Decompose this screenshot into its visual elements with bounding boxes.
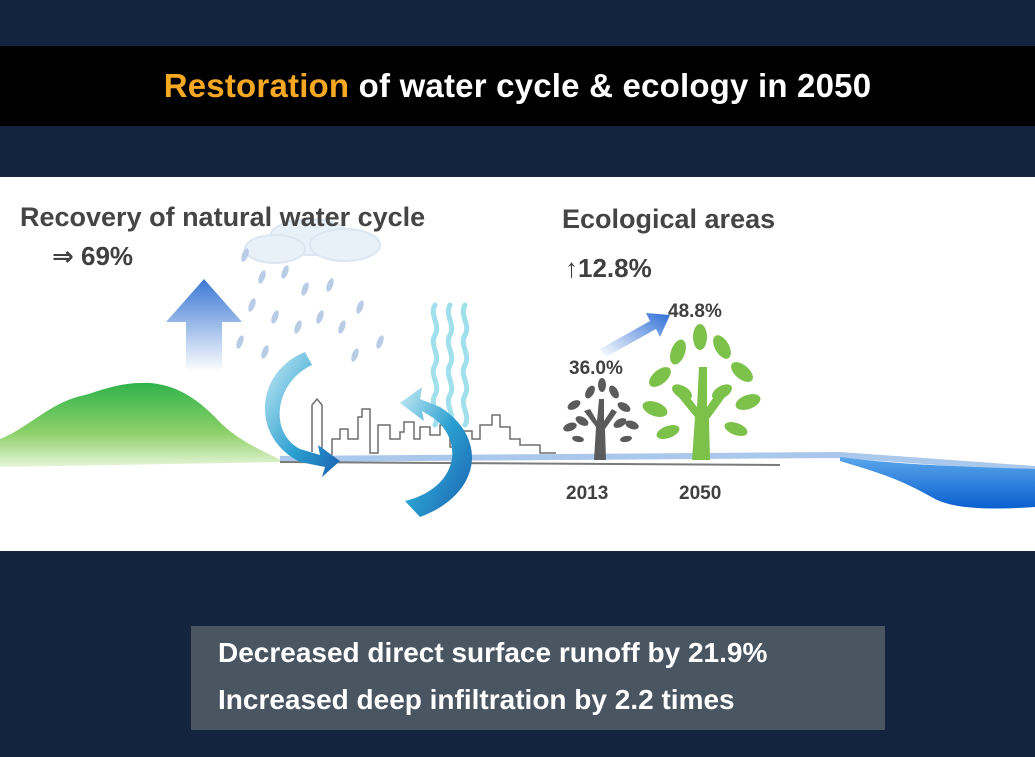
heat-wave-icon	[430, 302, 470, 428]
up-arrow-icon	[166, 279, 242, 372]
river	[840, 457, 1035, 509]
rain-cloud-icon	[244, 218, 381, 264]
large-tree-icon	[642, 324, 761, 460]
title-highlight: Restoration	[163, 67, 350, 104]
green-hill	[0, 382, 285, 467]
before-value: 36.0%	[569, 358, 623, 379]
summary-line-2: Increased deep infiltration by 2.2 times	[218, 684, 735, 715]
title-rest: of water cycle & ecology in 2050	[349, 67, 872, 104]
title-bar: Restoration of water cycle & ecology in …	[0, 46, 1035, 126]
water-cycle-value: ⇒ 69%	[52, 241, 134, 271]
cycle-arrows-icon	[264, 352, 473, 517]
after-year: 2050	[679, 483, 722, 504]
slide-title: Restoration of water cycle & ecology in …	[164, 67, 872, 105]
ecology-label: Ecological areas	[562, 204, 776, 234]
tall-building	[311, 397, 323, 452]
water-cycle-label: Recovery of natural water cycle	[20, 202, 426, 232]
city-skyline	[331, 408, 556, 455]
water-cycle-illustration	[0, 218, 1035, 517]
illustration-panel: Recovery of natural water cycle ⇒ 69% Ec…	[0, 177, 1035, 551]
before-year: 2013	[566, 483, 609, 504]
road-line	[279, 461, 781, 466]
after-value: 48.8%	[668, 301, 722, 322]
raindrops	[236, 248, 384, 362]
summary-line-1: Decreased direct surface runoff by 21.9%	[218, 637, 768, 668]
small-tree-icon	[563, 378, 639, 460]
ecology-change: ↑12.8%	[565, 253, 652, 283]
growth-arrow-icon	[600, 313, 670, 357]
summary-box: Decreased direct surface runoff by 21.9%…	[191, 626, 885, 730]
